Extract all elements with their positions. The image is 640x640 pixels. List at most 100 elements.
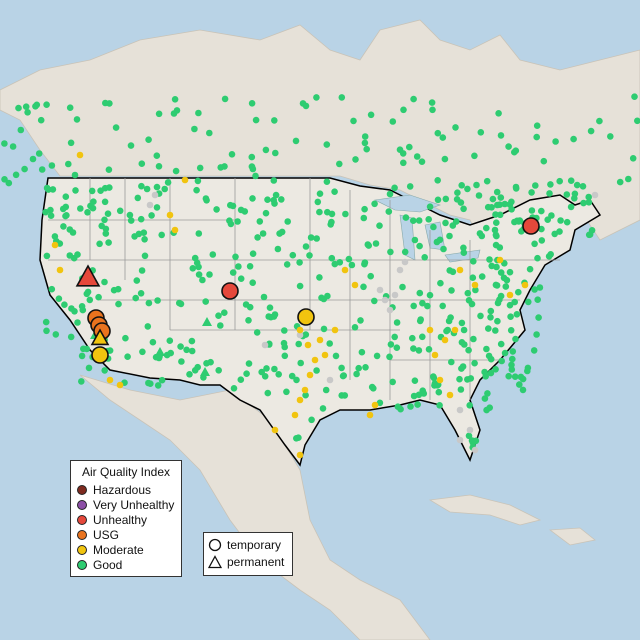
site-marker[interactable] bbox=[441, 155, 449, 163]
site-marker[interactable] bbox=[430, 373, 437, 380]
site-marker[interactable] bbox=[132, 294, 139, 302]
site-marker[interactable] bbox=[172, 167, 180, 175]
site-marker[interactable] bbox=[466, 426, 474, 434]
site-marker[interactable] bbox=[401, 248, 409, 256]
site-marker[interactable] bbox=[536, 284, 544, 291]
site-marker[interactable] bbox=[274, 245, 282, 253]
site-marker[interactable] bbox=[234, 218, 241, 225]
site-marker[interactable] bbox=[472, 286, 479, 294]
site-marker[interactable] bbox=[434, 177, 442, 184]
site-marker[interactable] bbox=[471, 152, 478, 160]
site-marker[interactable] bbox=[448, 358, 455, 366]
site-marker[interactable] bbox=[505, 143, 512, 150]
site-marker[interactable] bbox=[457, 386, 465, 393]
site-marker[interactable] bbox=[311, 356, 319, 364]
site-marker[interactable] bbox=[307, 234, 315, 241]
site-marker[interactable] bbox=[306, 252, 313, 259]
site-marker[interactable] bbox=[571, 195, 578, 202]
site-marker[interactable] bbox=[497, 269, 505, 276]
site-marker[interactable] bbox=[228, 151, 236, 158]
site-marker[interactable] bbox=[215, 367, 222, 374]
site-marker[interactable] bbox=[69, 229, 77, 236]
site-marker[interactable] bbox=[400, 106, 407, 114]
site-marker[interactable] bbox=[414, 401, 421, 408]
site-marker[interactable] bbox=[426, 203, 434, 210]
site-marker[interactable] bbox=[449, 222, 457, 229]
site-marker[interactable] bbox=[481, 395, 489, 402]
site-marker[interactable] bbox=[245, 317, 252, 324]
site-marker[interactable] bbox=[74, 319, 81, 326]
site-marker[interactable] bbox=[497, 340, 505, 348]
temporary-site-marker[interactable] bbox=[297, 308, 315, 326]
site-marker[interactable] bbox=[232, 253, 239, 261]
site-marker[interactable] bbox=[596, 117, 603, 125]
site-marker[interactable] bbox=[471, 359, 478, 367]
site-marker[interactable] bbox=[133, 277, 141, 284]
site-marker[interactable] bbox=[196, 164, 204, 172]
site-marker[interactable] bbox=[56, 266, 64, 274]
site-marker[interactable] bbox=[376, 286, 384, 294]
site-marker[interactable] bbox=[139, 348, 146, 356]
site-marker[interactable] bbox=[304, 341, 312, 349]
site-marker[interactable] bbox=[306, 371, 314, 379]
site-marker[interactable] bbox=[507, 327, 515, 334]
site-marker[interactable] bbox=[505, 372, 512, 380]
site-marker[interactable] bbox=[486, 256, 493, 263]
site-marker[interactable] bbox=[538, 207, 545, 215]
site-marker[interactable] bbox=[452, 124, 459, 131]
site-marker[interactable] bbox=[413, 153, 421, 160]
site-marker[interactable] bbox=[115, 300, 122, 308]
site-marker[interactable] bbox=[248, 100, 256, 107]
site-marker[interactable] bbox=[534, 254, 541, 262]
site-marker[interactable] bbox=[487, 314, 494, 321]
site-marker[interactable] bbox=[191, 254, 199, 262]
site-marker[interactable] bbox=[291, 411, 299, 419]
site-marker[interactable] bbox=[625, 175, 632, 183]
site-marker[interactable] bbox=[532, 182, 539, 189]
site-marker[interactable] bbox=[194, 363, 201, 371]
site-marker[interactable] bbox=[102, 225, 110, 233]
site-marker[interactable] bbox=[221, 95, 229, 103]
site-marker[interactable] bbox=[492, 281, 500, 289]
site-marker[interactable] bbox=[441, 336, 449, 344]
site-marker[interactable] bbox=[296, 331, 304, 339]
site-marker[interactable] bbox=[391, 184, 398, 192]
site-marker[interactable] bbox=[217, 164, 224, 171]
site-marker[interactable] bbox=[95, 293, 102, 301]
site-marker[interactable] bbox=[47, 212, 55, 219]
site-marker[interactable] bbox=[296, 451, 304, 459]
temporary-site-marker[interactable] bbox=[221, 282, 239, 300]
site-marker[interactable] bbox=[262, 209, 270, 217]
site-marker[interactable] bbox=[116, 207, 124, 215]
permanent-site-marker[interactable] bbox=[90, 328, 110, 346]
site-marker[interactable] bbox=[435, 388, 443, 396]
site-marker[interactable] bbox=[308, 416, 315, 424]
site-marker[interactable] bbox=[585, 193, 592, 201]
site-marker[interactable] bbox=[437, 279, 444, 287]
site-marker[interactable] bbox=[155, 163, 163, 170]
site-marker[interactable] bbox=[37, 116, 45, 124]
site-marker[interactable] bbox=[364, 241, 372, 248]
site-marker[interactable] bbox=[434, 382, 441, 389]
site-marker[interactable] bbox=[495, 110, 502, 117]
site-marker[interactable] bbox=[519, 375, 527, 383]
site-marker[interactable] bbox=[410, 345, 417, 352]
site-marker[interactable] bbox=[351, 324, 359, 331]
site-marker[interactable] bbox=[171, 226, 179, 234]
site-marker[interactable] bbox=[194, 177, 202, 185]
site-marker[interactable] bbox=[237, 376, 245, 384]
site-marker[interactable] bbox=[17, 126, 25, 134]
site-marker[interactable] bbox=[29, 155, 37, 163]
site-marker[interactable] bbox=[259, 230, 267, 237]
site-marker[interactable] bbox=[477, 312, 484, 320]
site-marker[interactable] bbox=[35, 150, 43, 157]
site-marker[interactable] bbox=[440, 245, 447, 253]
site-marker[interactable] bbox=[43, 184, 51, 192]
site-marker[interactable] bbox=[195, 109, 202, 117]
site-marker[interactable] bbox=[281, 343, 289, 351]
site-marker[interactable] bbox=[351, 281, 359, 289]
site-marker[interactable] bbox=[272, 149, 279, 157]
permanent-site-marker[interactable] bbox=[75, 264, 101, 287]
site-marker[interactable] bbox=[237, 275, 245, 283]
site-marker[interactable] bbox=[371, 297, 378, 305]
